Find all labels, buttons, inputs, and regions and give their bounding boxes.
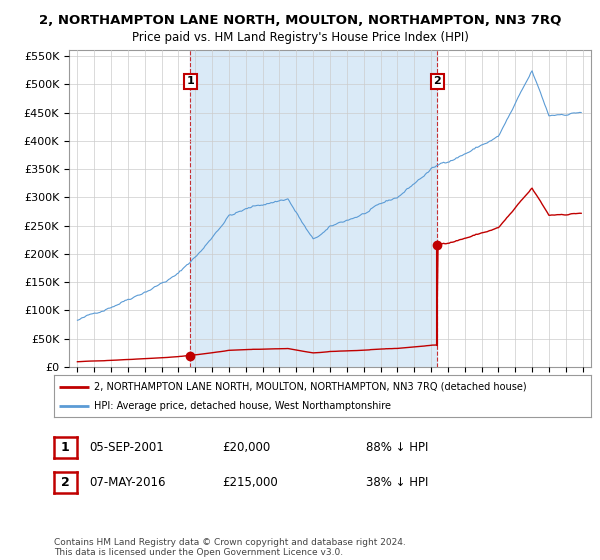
Text: 1: 1 — [61, 441, 70, 454]
Text: 2, NORTHAMPTON LANE NORTH, MOULTON, NORTHAMPTON, NN3 7RQ: 2, NORTHAMPTON LANE NORTH, MOULTON, NORT… — [39, 14, 561, 27]
Text: 2, NORTHAMPTON LANE NORTH, MOULTON, NORTHAMPTON, NN3 7RQ (detached house): 2, NORTHAMPTON LANE NORTH, MOULTON, NORT… — [94, 381, 527, 391]
Text: 2: 2 — [433, 77, 441, 86]
Text: 2: 2 — [61, 476, 70, 489]
Text: 38% ↓ HPI: 38% ↓ HPI — [366, 476, 428, 489]
Text: 88% ↓ HPI: 88% ↓ HPI — [366, 441, 428, 454]
Text: 07-MAY-2016: 07-MAY-2016 — [89, 476, 166, 489]
Bar — [190, 50, 437, 367]
Text: Contains HM Land Registry data © Crown copyright and database right 2024.
This d: Contains HM Land Registry data © Crown c… — [54, 538, 406, 557]
Text: 1: 1 — [187, 77, 194, 86]
Text: Price paid vs. HM Land Registry's House Price Index (HPI): Price paid vs. HM Land Registry's House … — [131, 31, 469, 44]
Text: £20,000: £20,000 — [222, 441, 270, 454]
Text: HPI: Average price, detached house, West Northamptonshire: HPI: Average price, detached house, West… — [94, 401, 391, 411]
Text: 05-SEP-2001: 05-SEP-2001 — [89, 441, 164, 454]
Text: £215,000: £215,000 — [222, 476, 278, 489]
